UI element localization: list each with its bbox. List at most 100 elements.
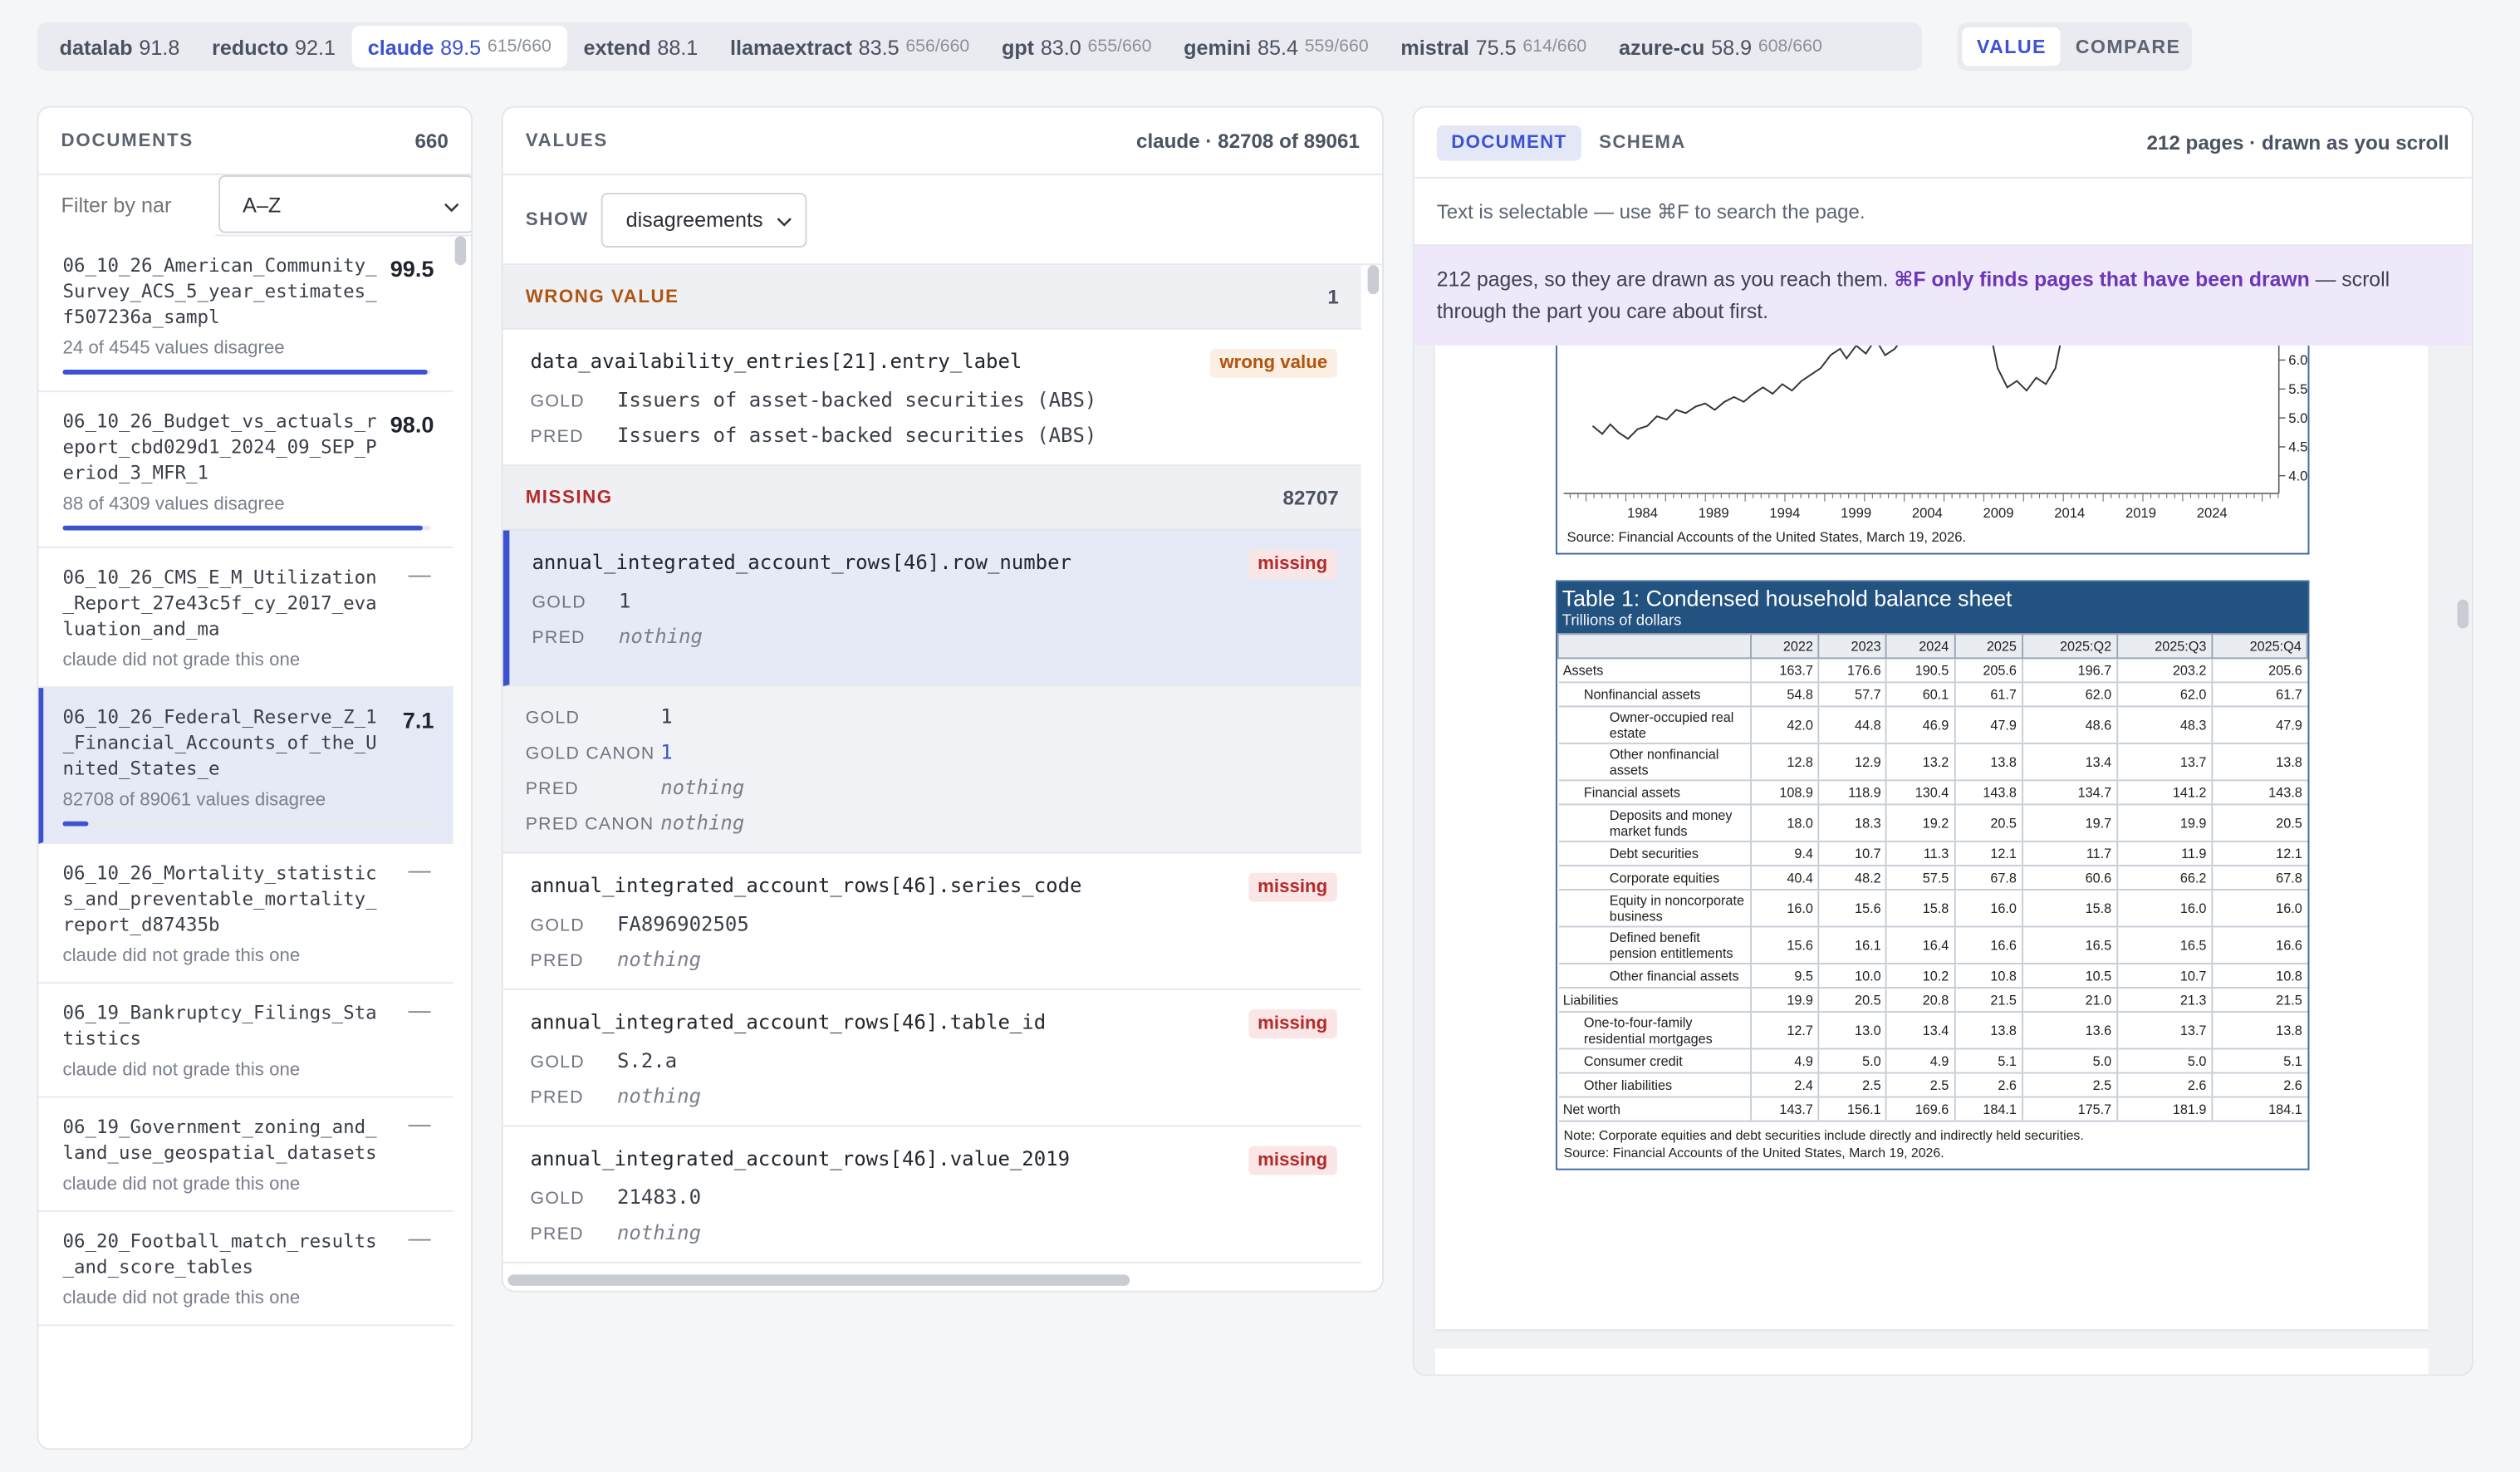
gold-value: 1 xyxy=(618,588,631,613)
table-cell: 15.6 xyxy=(1817,889,1887,928)
table-title: Table 1: Condensed household balance she… xyxy=(1562,586,2013,611)
table-cell: 205.6 xyxy=(1954,658,2022,684)
document-meta: claude did not grade this one xyxy=(62,650,301,670)
table-cell: 16.0 xyxy=(2116,889,2213,928)
chevron-down-icon xyxy=(777,208,792,232)
document-list-item[interactable]: 06_19_Bankruptcy_Filings_Statistics — clau… xyxy=(38,984,454,1098)
table-cell: 175.7 xyxy=(2021,1096,2117,1122)
table-row-label: Assets xyxy=(1557,658,1752,684)
document-list-item[interactable]: 06_10_26_Mortality_statistics_and_preven… xyxy=(38,844,454,984)
model-tab-name: claude xyxy=(367,34,434,59)
filter-row xyxy=(38,174,471,237)
document-list-item[interactable]: 06_10_26_Federal_Reserve_Z_1_Financial_A… xyxy=(38,688,454,844)
document-scrollbar[interactable] xyxy=(2457,599,2469,629)
table-cell: 5.1 xyxy=(1954,1048,2022,1074)
table-cell: 21.3 xyxy=(2116,987,2213,1013)
table-cell: 15.6 xyxy=(1750,926,1819,964)
values-title: VALUES xyxy=(525,130,608,150)
chart-series-line xyxy=(1591,346,2062,440)
show-select[interactable]: disagreements xyxy=(601,192,808,248)
table-cell: 21.5 xyxy=(2211,987,2307,1013)
table-cell: 10.8 xyxy=(1954,963,2022,989)
values-summary: claude · 82708 of 89061 xyxy=(1136,129,1360,152)
ungraded-dash: — xyxy=(408,1224,431,1251)
x-tick-label: 1984 xyxy=(1627,505,1658,521)
pred-row: PRED nothing xyxy=(531,1084,1336,1109)
table-cell: 48.3 xyxy=(2116,706,2213,744)
x-tick-label: 2009 xyxy=(1983,505,2014,521)
model-tab-score: 58.9 xyxy=(1711,34,1753,59)
value-item[interactable]: data_availability_entries[21].entry_labe… xyxy=(503,329,1361,467)
model-tab-name: gemini xyxy=(1184,34,1252,59)
model-tab-name: llamaextract xyxy=(730,34,852,59)
table-note-text: Note: Corporate equities and debt securi… xyxy=(1563,1128,2084,1143)
table-cell: 57.5 xyxy=(1885,865,1955,891)
value-item[interactable]: annual_integrated_account_rows[46].table… xyxy=(503,989,1361,1127)
table-cell: 2.5 xyxy=(2021,1072,2117,1098)
values-list-scrollbar[interactable] xyxy=(1367,265,1380,295)
model-tab-reducto[interactable]: reducto 92.1 xyxy=(196,26,352,67)
chart-source: Source: Financial Accounts of the United… xyxy=(1566,528,1967,545)
value-item[interactable]: annual_integrated_account_rows[46].serie… xyxy=(503,853,1361,990)
compare-mode-button[interactable]: COMPARE xyxy=(2075,35,2181,58)
table-cell: 2.6 xyxy=(1954,1072,2022,1098)
table-cell: 16.5 xyxy=(2021,926,2117,964)
value-path: annual_integrated_account_rows[46].table… xyxy=(530,1009,1047,1034)
tab-schema[interactable]: SCHEMA xyxy=(1599,132,1686,152)
document-name: 06_20_Football_match_results_and_score_t… xyxy=(62,1229,377,1278)
sort-select[interactable]: A–Z xyxy=(218,174,471,233)
table-column-header: 2022 xyxy=(1750,633,1820,660)
table-row: Equity in noncorporate business 16.0 15.6 1… xyxy=(1557,889,2307,928)
model-tab-gpt[interactable]: gpt 83.0 655/660 xyxy=(986,26,1168,67)
gold-value: S.2.a xyxy=(617,1048,678,1072)
table-cell: 11.9 xyxy=(2116,841,2213,866)
table-cell: 4.9 xyxy=(1750,1048,1819,1074)
value-path: annual_integrated_account_rows[46].value… xyxy=(530,1146,1071,1170)
score-bar xyxy=(62,821,431,827)
value-item[interactable]: annual_integrated_account_rows[46].row_n… xyxy=(503,530,1361,687)
table-cell: 16.1 xyxy=(1817,926,1887,964)
missing-group-header[interactable]: MISSING 82707 xyxy=(503,466,1361,531)
table-cell: 66.2 xyxy=(2116,865,2213,891)
value-item[interactable]: annual_integrated_account_rows[46].value… xyxy=(503,1126,1361,1263)
model-tab-mistral[interactable]: mistral 75.5 614/660 xyxy=(1385,26,1603,67)
document-list-item[interactable]: 06_19_Government_zoning_and_land_use_geo… xyxy=(38,1098,454,1212)
document-list-scrollbar[interactable] xyxy=(454,236,467,266)
document-header: DOCUMENT SCHEMA 212 pages · drawn as you… xyxy=(1414,108,2472,179)
table-row: Defined benefit pension entitlements 15.6… xyxy=(1557,926,2307,964)
wrong-value-group-header[interactable]: WRONG VALUE 1 xyxy=(503,265,1361,330)
gold-value: Issuers of asset-backed securities (ABS) xyxy=(617,387,1097,412)
table-cell: 48.2 xyxy=(1817,865,1887,891)
pred-canon-detail-label: PRED CANON xyxy=(525,814,655,835)
document-list-item[interactable]: 06_10_26_CMS_E_M_Utilization_Report_27e4… xyxy=(38,548,454,689)
table-cell: 57.7 xyxy=(1817,682,1887,708)
value-detail: GOLD 1 GOLD CANON 1 PRED nothing PRED CANON not… xyxy=(503,686,1361,854)
model-tab-azure-cu[interactable]: azure-cu 58.9 608/660 xyxy=(1603,26,1839,67)
table-cell: 163.7 xyxy=(1750,658,1819,684)
balance-sheet-grid: 2022 2023 2024 2025 2025:Q2 2025:Q3 2025:Q4 Ass… xyxy=(1557,633,2308,1122)
document-meta: 88 of 4309 values disagree xyxy=(62,494,285,515)
value-mode-button[interactable]: VALUE xyxy=(1962,27,2062,66)
model-tab-claude[interactable]: claude 89.5 615/660 xyxy=(351,25,568,68)
table-row-label: Other financial assets xyxy=(1557,963,1752,989)
document-filter-input[interactable] xyxy=(38,174,216,236)
x-tick-label: 2014 xyxy=(2054,505,2085,521)
table-row-label: Equity in noncorporate business xyxy=(1557,889,1752,928)
document-meta: claude did not grade this one xyxy=(62,1061,301,1081)
gold-detail-label: GOLD xyxy=(525,709,581,729)
table-cell: 203.2 xyxy=(2116,658,2213,684)
y-tick-label: 5.5 xyxy=(2288,381,2307,397)
model-tab-datalab[interactable]: datalab 91.8 xyxy=(43,26,195,67)
table-cell: 62.0 xyxy=(2116,682,2213,708)
document-list-item[interactable]: 06_10_26_Budget_vs_actuals_report_cbd029… xyxy=(38,392,454,548)
model-tab-llamaextract[interactable]: llamaextract 83.5 656/660 xyxy=(714,26,986,67)
pred-label: PRED xyxy=(530,427,584,447)
document-list-item[interactable]: 06_10_26_American_Community_Survey_ACS_5… xyxy=(38,236,454,393)
model-tab-gemini[interactable]: gemini 85.4 559/660 xyxy=(1168,26,1385,67)
document-list-item[interactable]: 06_20_Football_match_results_and_score_t… xyxy=(38,1212,454,1327)
tab-document[interactable]: DOCUMENT xyxy=(1436,124,1581,160)
table-cell: 19.9 xyxy=(2116,804,2213,842)
table-cell: 16.5 xyxy=(2116,926,2213,964)
model-tab-extend[interactable]: extend 88.1 xyxy=(567,26,713,67)
values-horizontal-scrollbar[interactable] xyxy=(507,1274,1130,1286)
